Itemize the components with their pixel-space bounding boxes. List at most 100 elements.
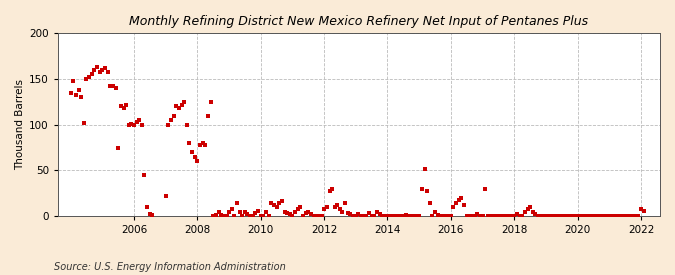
Point bbox=[279, 210, 290, 214]
Point bbox=[107, 84, 118, 89]
Point bbox=[390, 214, 401, 218]
Point bbox=[580, 214, 591, 218]
Point bbox=[400, 213, 411, 218]
Point bbox=[353, 212, 364, 217]
Point bbox=[512, 212, 522, 217]
Point bbox=[319, 207, 329, 211]
Point bbox=[126, 122, 137, 126]
Point bbox=[218, 214, 229, 218]
Point bbox=[142, 205, 153, 209]
Point bbox=[255, 214, 266, 218]
Point bbox=[240, 210, 250, 214]
Point bbox=[184, 141, 195, 145]
Point bbox=[134, 118, 144, 122]
Point bbox=[92, 65, 103, 69]
Point bbox=[300, 211, 311, 216]
Point bbox=[451, 200, 462, 205]
Point bbox=[284, 212, 295, 217]
Point bbox=[628, 214, 639, 218]
Point bbox=[549, 214, 560, 218]
Point bbox=[583, 214, 593, 218]
Point bbox=[570, 214, 580, 218]
Point bbox=[242, 212, 253, 217]
Point bbox=[202, 113, 213, 118]
Point bbox=[604, 214, 615, 218]
Point bbox=[454, 197, 464, 202]
Point bbox=[543, 214, 554, 218]
Point bbox=[313, 214, 324, 218]
Point bbox=[95, 70, 105, 74]
Point bbox=[495, 214, 506, 218]
Point bbox=[585, 214, 596, 218]
Point bbox=[332, 203, 343, 207]
Point bbox=[86, 72, 97, 77]
Point bbox=[221, 214, 232, 218]
Point bbox=[374, 212, 385, 217]
Point bbox=[630, 214, 641, 218]
Point bbox=[345, 212, 356, 217]
Point bbox=[567, 214, 578, 218]
Point bbox=[498, 214, 509, 218]
Point bbox=[369, 214, 379, 218]
Point bbox=[76, 95, 86, 100]
Point bbox=[144, 212, 155, 217]
Point bbox=[610, 214, 620, 218]
Point bbox=[414, 214, 425, 218]
Point bbox=[113, 145, 124, 150]
Point bbox=[248, 214, 259, 218]
Point bbox=[633, 214, 644, 218]
Title: Monthly Refining District New Mexico Refinery Net Input of Pentanes Plus: Monthly Refining District New Mexico Ref… bbox=[130, 15, 589, 28]
Point bbox=[578, 214, 589, 218]
Point bbox=[429, 210, 440, 214]
Point bbox=[340, 200, 351, 205]
Point bbox=[601, 214, 612, 218]
Point bbox=[522, 207, 533, 211]
Point bbox=[469, 214, 480, 218]
Point bbox=[419, 166, 430, 171]
Point bbox=[223, 210, 234, 214]
Point bbox=[274, 200, 285, 205]
Point bbox=[182, 123, 192, 127]
Point bbox=[606, 214, 617, 218]
Point bbox=[551, 214, 562, 218]
Point bbox=[432, 213, 443, 218]
Point bbox=[277, 199, 288, 203]
Point bbox=[65, 90, 76, 95]
Point bbox=[554, 214, 564, 218]
Point bbox=[105, 84, 115, 89]
Point bbox=[491, 214, 502, 218]
Point bbox=[506, 214, 517, 218]
Point bbox=[461, 214, 472, 218]
Point bbox=[443, 214, 454, 218]
Point bbox=[440, 214, 451, 218]
Point bbox=[97, 68, 108, 72]
Point bbox=[89, 68, 100, 72]
Point bbox=[237, 214, 248, 218]
Point bbox=[245, 214, 256, 218]
Point bbox=[625, 214, 636, 218]
Point bbox=[348, 214, 358, 218]
Point bbox=[614, 214, 625, 218]
Point bbox=[216, 213, 227, 218]
Point bbox=[367, 214, 377, 218]
Point bbox=[139, 173, 150, 177]
Point bbox=[422, 188, 433, 193]
Point bbox=[321, 205, 332, 209]
Point bbox=[303, 210, 314, 214]
Point bbox=[538, 214, 549, 218]
Point bbox=[541, 214, 551, 218]
Point bbox=[596, 214, 607, 218]
Point bbox=[335, 207, 346, 211]
Point bbox=[424, 200, 435, 205]
Point bbox=[593, 214, 604, 218]
Point bbox=[361, 214, 372, 218]
Point bbox=[287, 214, 298, 218]
Point bbox=[427, 214, 438, 218]
Point bbox=[564, 214, 575, 218]
Point bbox=[160, 194, 171, 198]
Point bbox=[480, 187, 491, 191]
Point bbox=[446, 214, 456, 218]
Point bbox=[504, 214, 514, 218]
Point bbox=[382, 214, 393, 218]
Point bbox=[396, 214, 406, 218]
